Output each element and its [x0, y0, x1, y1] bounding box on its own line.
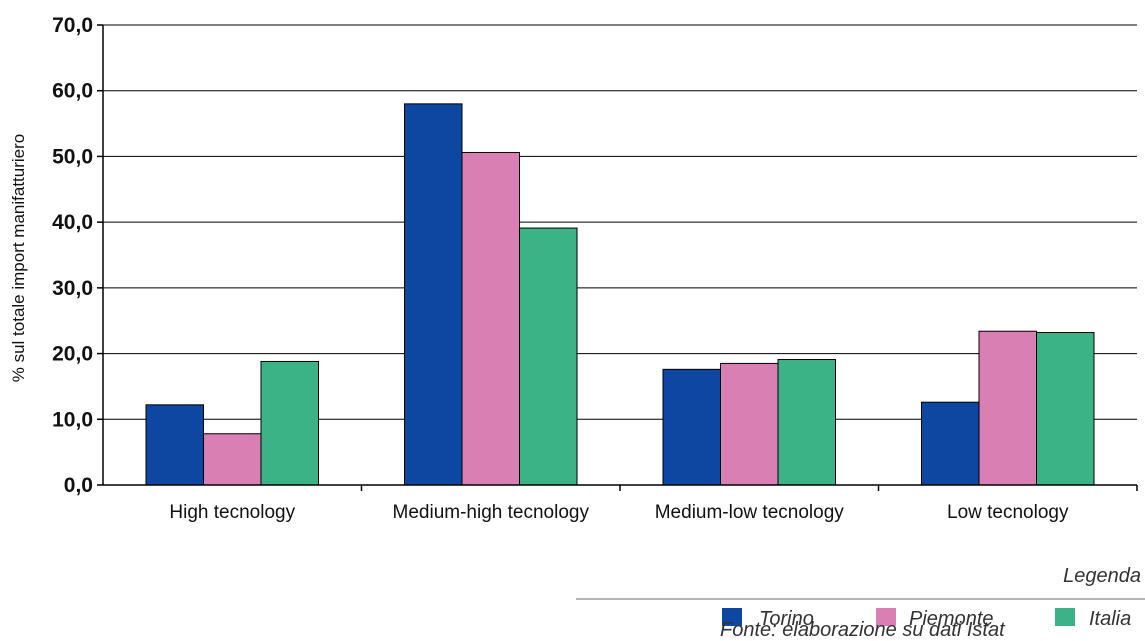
bar-torino-3 [921, 401, 980, 486]
y-tick-label: 10,0 [52, 408, 93, 431]
y-tick-label: 30,0 [52, 277, 93, 300]
x-tick-label: Medium-high tecnology [393, 502, 590, 523]
y-tick-label: 70,0 [52, 14, 93, 37]
x-tick-label: High tecnology [169, 502, 295, 523]
y-tick-labels: 0,0 10,0 20,0 30,0 40,0 50,0 60,0 70,0 [52, 14, 103, 497]
y-tick-label: 50,0 [52, 145, 93, 168]
legend-label-italia: Italia [1089, 608, 1131, 630]
legend: Torino Piemonte Italia [722, 608, 1131, 630]
y-tick-label: 0,0 [64, 474, 93, 497]
bar-piemonte-0 [203, 433, 262, 486]
x-tick-label: Medium-low tecnology [655, 502, 845, 523]
y-tick-label: 20,0 [52, 343, 93, 366]
bar-italia-1 [519, 227, 578, 486]
bar-torino-2 [662, 368, 721, 486]
legend-label-piemonte: Piemonte [909, 608, 994, 630]
legend-swatch-italia [1055, 608, 1075, 626]
bar-italia-3 [1036, 332, 1095, 486]
x-tick-label: Low tecnology [947, 502, 1069, 523]
bar-italia-0 [260, 360, 319, 486]
legend-swatch-piemonte [876, 608, 896, 626]
y-tick-label: 60,0 [52, 80, 93, 103]
bar-torino-1 [404, 103, 463, 486]
bar-piemonte-2 [720, 362, 779, 486]
x-tick-labels: High tecnology Medium-high tecnology Mediu… [169, 485, 1138, 523]
gridlines [103, 24, 1137, 420]
bar-torino-0 [145, 404, 204, 486]
bars [145, 103, 1095, 486]
y-axis-label: % sul totale import manifatturiero [9, 134, 28, 383]
y-tick-label: 40,0 [52, 211, 93, 234]
legend-title: Legenda [1063, 565, 1141, 587]
bar-piemonte-1 [461, 151, 520, 486]
source-note: Fonte: elaborazione su dati Istat [720, 619, 1006, 641]
legend-swatch-torino [722, 608, 742, 626]
bar-piemonte-3 [978, 330, 1037, 486]
legend-label-torino: Torino [759, 608, 814, 630]
bar-italia-2 [777, 358, 836, 486]
